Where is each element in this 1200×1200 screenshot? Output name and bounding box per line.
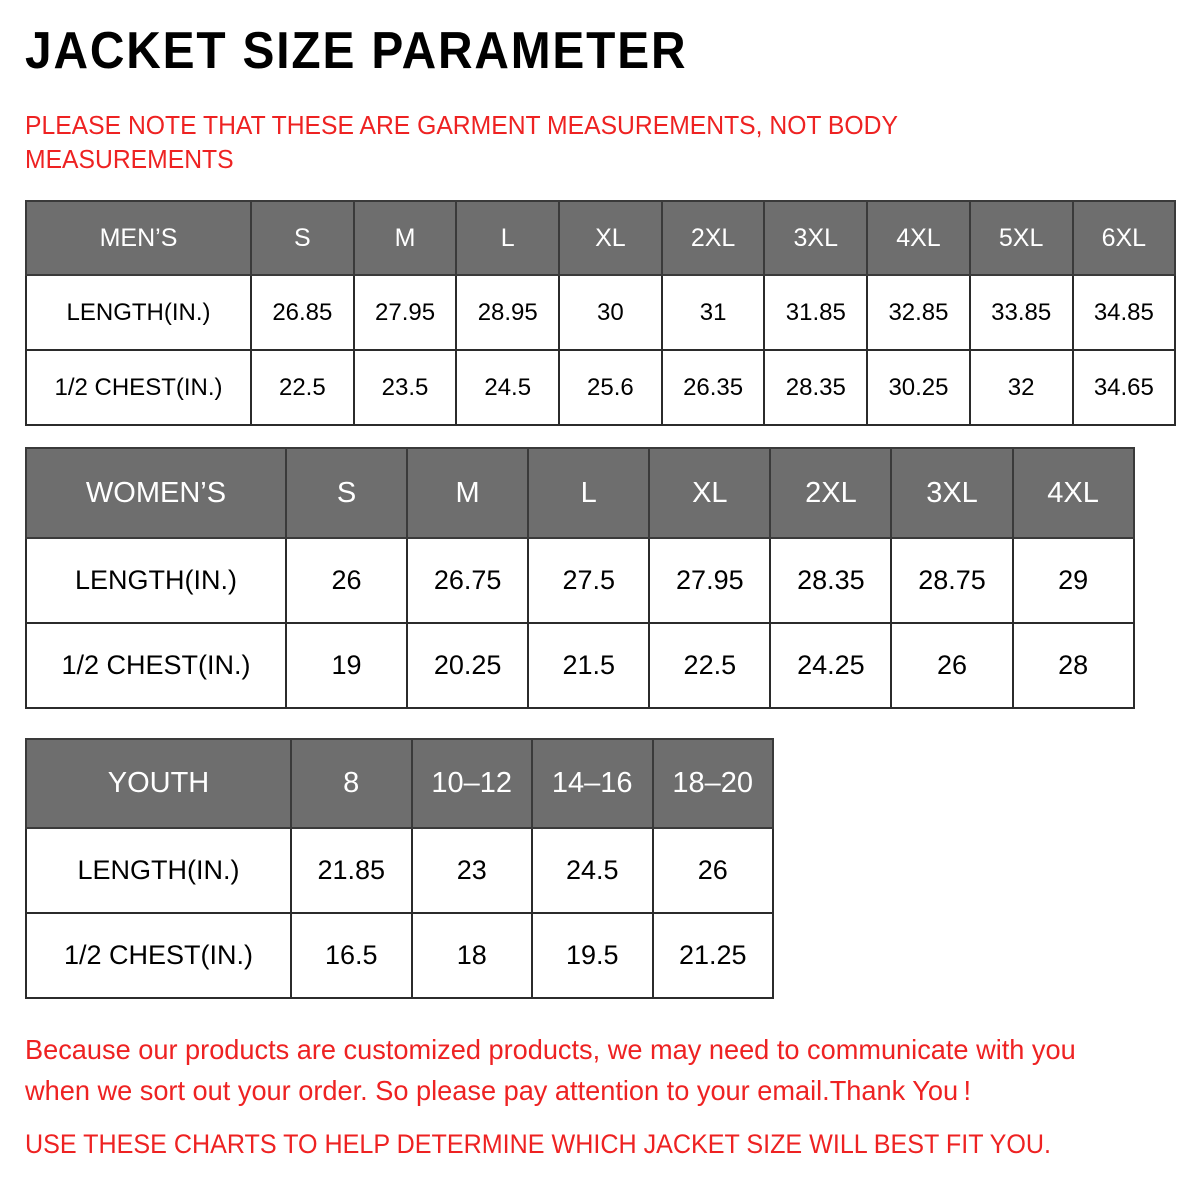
womens-chest-s: 19 <box>284 622 409 709</box>
womens-chest-label: 1/2 CHEST(IN.) <box>25 622 287 709</box>
womens-header-row: WOMEN’S S M L XL 2XL 3XL 4XL <box>25 447 1135 539</box>
mens-chest-m: 23.5 <box>352 349 458 426</box>
youth-length-18-20: 26 <box>651 827 774 914</box>
womens-corner-label: WOMEN’S <box>25 447 287 539</box>
mens-size-table: MEN’S S M L XL 2XL 3XL 4XL 5XL 6XL LENGT… <box>25 200 1177 426</box>
youth-length-14-16: 24.5 <box>531 827 654 914</box>
mens-size-s: S <box>250 200 355 276</box>
mens-chest-s: 22.5 <box>250 349 355 426</box>
mens-size-4xl: 4XL <box>866 200 971 276</box>
youth-chest-10-12: 18 <box>410 912 533 999</box>
mens-length-xl: 30 <box>558 274 663 351</box>
womens-length-l: 27.5 <box>527 537 651 624</box>
youth-chest-14-16: 19.5 <box>531 912 654 999</box>
table-row: 1/2 CHEST(IN.) 22.5 23.5 24.5 25.6 26.35… <box>25 349 1177 426</box>
mens-chest-5xl: 32 <box>968 349 1074 426</box>
mens-length-5xl: 33.85 <box>968 274 1074 351</box>
mens-length-m: 27.95 <box>352 274 458 351</box>
womens-size-l: L <box>527 447 651 539</box>
womens-chest-xl: 22.5 <box>648 622 772 709</box>
chart-usage-notice: USE THESE CHARTS TO HELP DETERMINE WHICH… <box>25 1129 1052 1159</box>
youth-size-10-12: 10–12 <box>410 738 533 829</box>
youth-length-8: 21.85 <box>290 827 413 914</box>
youth-size-14-16: 14–16 <box>531 738 654 829</box>
mens-header-row: MEN’S S M L XL 2XL 3XL 4XL 5XL 6XL <box>25 200 1177 276</box>
table-row: 1/2 CHEST(IN.) 16.5 18 19.5 21.25 <box>25 912 774 999</box>
mens-length-s: 26.85 <box>250 274 355 351</box>
mens-chest-6xl: 34.65 <box>1071 349 1177 426</box>
customization-notice: Because our products are customized prod… <box>25 1034 1076 1106</box>
womens-chest-2xl: 24.25 <box>769 622 893 709</box>
youth-length-label: LENGTH(IN.) <box>25 827 292 914</box>
mens-length-2xl: 31 <box>660 274 766 351</box>
womens-length-xl: 27.95 <box>648 537 772 624</box>
womens-size-2xl: 2XL <box>769 447 893 539</box>
mens-chest-2xl: 26.35 <box>660 349 766 426</box>
womens-length-s: 26 <box>284 537 409 624</box>
womens-length-label: LENGTH(IN.) <box>25 537 287 624</box>
youth-size-18-20: 18–20 <box>651 738 774 829</box>
mens-length-6xl: 34.85 <box>1071 274 1177 351</box>
youth-corner-label: YOUTH <box>25 738 292 829</box>
womens-chest-m: 20.25 <box>406 622 530 709</box>
womens-size-4xl: 4XL <box>1011 447 1135 539</box>
womens-size-m: M <box>406 447 530 539</box>
youth-chest-8: 16.5 <box>290 912 413 999</box>
table-row: LENGTH(IN.) 26 26.75 27.5 27.95 28.35 28… <box>25 537 1135 624</box>
mens-chest-4xl: 30.25 <box>866 349 971 426</box>
youth-size-8: 8 <box>290 738 413 829</box>
mens-size-m: M <box>352 200 458 276</box>
mens-corner-label: MEN’S <box>25 200 252 276</box>
table-row: LENGTH(IN.) 26.85 27.95 28.95 30 31 31.8… <box>25 274 1177 351</box>
mens-length-4xl: 32.85 <box>866 274 971 351</box>
womens-size-s: S <box>284 447 409 539</box>
womens-size-table: WOMEN’S S M L XL 2XL 3XL 4XL LENGTH(IN.)… <box>25 447 1135 709</box>
mens-length-l: 28.95 <box>455 274 561 351</box>
mens-size-l: L <box>455 200 561 276</box>
womens-size-xl: XL <box>648 447 772 539</box>
womens-chest-4xl: 28 <box>1011 622 1135 709</box>
womens-chest-l: 21.5 <box>527 622 651 709</box>
mens-size-3xl: 3XL <box>763 200 869 276</box>
mens-chest-l: 24.5 <box>455 349 561 426</box>
page-title: JACKET SIZE PARAMETER <box>25 22 688 80</box>
mens-chest-xl: 25.6 <box>558 349 663 426</box>
womens-length-m: 26.75 <box>406 537 530 624</box>
mens-chest-label: 1/2 CHEST(IN.) <box>25 349 252 426</box>
youth-chest-label: 1/2 CHEST(IN.) <box>25 912 292 999</box>
table-row: LENGTH(IN.) 21.85 23 24.5 26 <box>25 827 774 914</box>
mens-length-label: LENGTH(IN.) <box>25 274 252 351</box>
table-row: 1/2 CHEST(IN.) 19 20.25 21.5 22.5 24.25 … <box>25 622 1135 709</box>
womens-chest-3xl: 26 <box>890 622 1014 709</box>
youth-chest-18-20: 21.25 <box>651 912 774 999</box>
womens-length-3xl: 28.75 <box>890 537 1014 624</box>
youth-header-row: YOUTH 8 10–12 14–16 18–20 <box>25 738 774 829</box>
mens-size-2xl: 2XL <box>660 200 766 276</box>
womens-length-2xl: 28.35 <box>769 537 893 624</box>
youth-size-table: YOUTH 8 10–12 14–16 18–20 LENGTH(IN.) 21… <box>25 738 774 999</box>
mens-size-xl: XL <box>558 200 663 276</box>
mens-size-5xl: 5XL <box>968 200 1074 276</box>
mens-size-6xl: 6XL <box>1071 200 1177 276</box>
mens-length-3xl: 31.85 <box>763 274 869 351</box>
womens-size-3xl: 3XL <box>890 447 1014 539</box>
garment-measurement-note: PLEASE NOTE THAT THESE ARE GARMENT MEASU… <box>25 110 898 175</box>
youth-length-10-12: 23 <box>410 827 533 914</box>
womens-length-4xl: 29 <box>1011 537 1135 624</box>
mens-chest-3xl: 28.35 <box>763 349 869 426</box>
